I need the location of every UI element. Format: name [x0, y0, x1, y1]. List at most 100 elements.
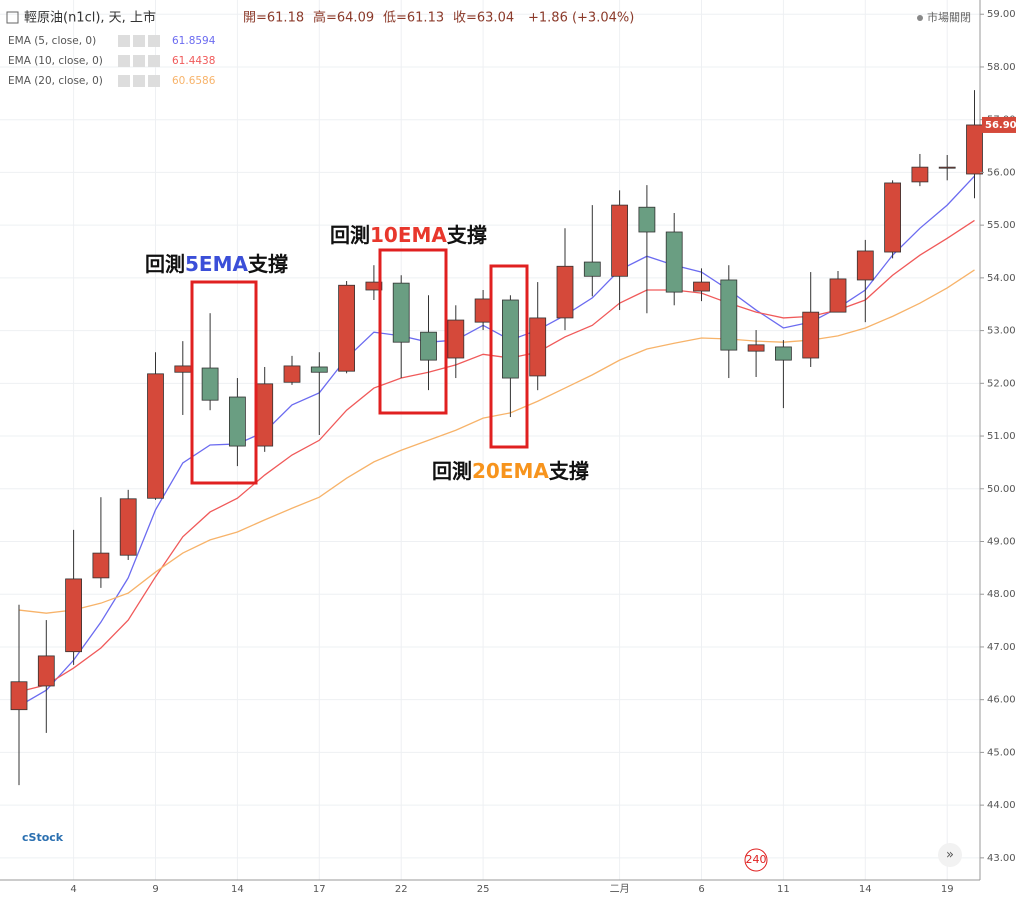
candle-body — [556, 265, 574, 319]
highlight-box — [190, 280, 258, 485]
change: +1.86 (+3.04%) — [528, 11, 634, 26]
annotation-part: 支撐 — [447, 223, 487, 247]
y-tick-label: 46.00 — [987, 695, 1016, 706]
candle-body — [720, 279, 738, 351]
y-tick-label: 44.00 — [987, 800, 1016, 811]
close: 收=63.04 — [453, 11, 514, 26]
market-status: 市場關閉 — [927, 10, 971, 24]
candle-body — [10, 681, 28, 711]
grid — [0, 0, 980, 880]
indicator-icon — [133, 55, 145, 67]
plot — [10, 90, 983, 786]
annotation-part: 20EMA — [472, 459, 549, 483]
indicator-icon — [148, 55, 160, 67]
candle-body — [529, 317, 547, 377]
x-tick-label: 25 — [477, 884, 490, 895]
x-tick-label: 二月 — [610, 883, 630, 895]
y-tick-label: 43.00 — [987, 853, 1016, 864]
candle-body — [501, 299, 519, 379]
y-tick-label: 59.00 — [987, 9, 1016, 20]
indicator-icon — [118, 35, 130, 47]
indicator-label: EMA (20, close, 0) — [8, 75, 103, 87]
price-marker-label: 56.90 — [985, 120, 1016, 131]
candle-body — [474, 298, 492, 323]
candle-body — [638, 206, 656, 233]
candle-body — [65, 578, 82, 653]
indicator-value: 61.4438 — [172, 55, 215, 67]
annotation: 回測10EMA支撐 — [330, 223, 487, 247]
candle-body — [802, 311, 820, 359]
high: 高=64.09 — [313, 10, 374, 26]
candle-body — [911, 166, 929, 183]
annotation-part: 回測 — [145, 252, 185, 276]
candle-body — [92, 552, 110, 579]
candle-body — [611, 204, 628, 277]
x-tick-label: 17 — [313, 884, 326, 895]
candle-body — [338, 284, 356, 372]
x-tick-label: 11 — [777, 884, 790, 895]
symbol: 輕原油(n1cl), 天, 上市 — [24, 10, 156, 26]
annotation: 回測20EMA支撐 — [432, 459, 589, 483]
y-tick-label: 49.00 — [987, 536, 1016, 547]
x-tick-label: 9 — [152, 884, 158, 895]
candle-body — [392, 282, 410, 343]
candle-body — [119, 498, 137, 556]
candle-body — [365, 281, 383, 291]
y-tick-label: 50.00 — [987, 484, 1016, 495]
candle-body — [665, 231, 683, 293]
y-tick-label: 45.00 — [987, 747, 1016, 758]
y-tick-label: 47.00 — [987, 642, 1016, 653]
candle-body — [775, 346, 792, 361]
x-tick-label: 14 — [231, 884, 244, 895]
candle-body — [747, 344, 765, 352]
header: 輕原油(n1cl), 天, 上市 開=61.18 高=64.09 低=61.13… — [6, 10, 971, 26]
candle-body — [420, 331, 437, 361]
indicator-icon — [118, 75, 130, 87]
candle-body — [583, 261, 601, 277]
highlight-box — [489, 264, 529, 449]
price-marker — [982, 116, 1016, 133]
x-tick-label: 22 — [395, 884, 408, 895]
candle-body — [884, 182, 901, 253]
annotation-part: 支撐 — [248, 252, 288, 276]
x-tick-label: 6 — [698, 884, 704, 895]
y-tick-label: 52.00 — [987, 378, 1016, 389]
indicator-value: 61.8594 — [172, 35, 216, 47]
indicator-icon — [148, 35, 160, 47]
y-tick-label: 51.00 — [987, 431, 1016, 442]
indicator-icon — [133, 75, 145, 87]
y-tick-label: 55.00 — [987, 220, 1016, 231]
candle-body — [966, 124, 983, 175]
indicator-value: 60.6586 — [172, 75, 216, 87]
scroll-icon: » — [946, 848, 954, 863]
indicator-label: EMA (5, close, 0) — [8, 35, 96, 47]
annotation-part: 回測 — [432, 459, 472, 483]
candle-body — [856, 250, 874, 281]
candle-body — [256, 383, 274, 447]
highlight-box — [378, 248, 448, 415]
low: 低=61.13 — [383, 11, 444, 26]
logo: cStock — [22, 831, 64, 844]
indicator-icon — [133, 35, 145, 47]
candle-body — [228, 396, 246, 447]
annotation-part: 10EMA — [370, 223, 447, 247]
candle-body — [147, 373, 164, 499]
candle-body — [37, 655, 55, 687]
x-tick-label: 14 — [859, 884, 872, 895]
x-tick-label: 19 — [941, 884, 954, 895]
y-tick-label: 56.00 — [987, 167, 1016, 178]
scroll-button[interactable] — [938, 843, 962, 867]
annotation-part: 回測 — [330, 223, 370, 247]
indicator-icon — [148, 75, 160, 87]
open: 開=61.18 — [243, 11, 304, 26]
indicator-label: EMA (10, close, 0) — [8, 55, 103, 67]
candle-body — [201, 367, 219, 401]
y-tick-label: 58.00 — [987, 62, 1016, 73]
y-tick-label: 48.00 — [987, 589, 1016, 600]
annotation-part: 5EMA — [185, 252, 248, 276]
candle-body — [174, 365, 192, 373]
badge — [744, 848, 768, 872]
status-dot — [917, 15, 923, 21]
candle-body — [693, 281, 710, 292]
